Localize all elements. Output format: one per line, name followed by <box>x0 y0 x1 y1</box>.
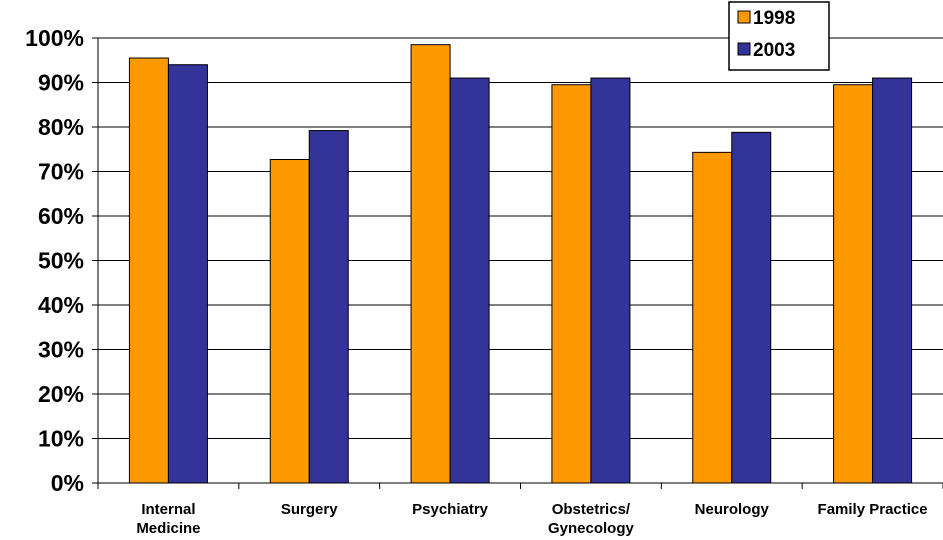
bar-2003-2 <box>449 77 490 484</box>
bar-1998-4 <box>692 151 733 484</box>
bar-2003-1 <box>308 130 349 484</box>
y-tick-label: 30% <box>38 337 84 363</box>
legend-label-1998: 1998 <box>753 8 795 29</box>
y-tick-labels: 0% 10% 20% 30% 40% 50% 60% 70% 80% 90% 100% <box>25 25 84 496</box>
x-tick-label: Medicine <box>136 520 200 537</box>
legend-label-2003: 2003 <box>753 40 795 61</box>
x-tick-label: Neurology <box>695 501 770 518</box>
x-tick-label: Family Practice <box>818 501 928 518</box>
bar-2003-5 <box>872 77 913 484</box>
y-tick-label: 20% <box>38 381 84 407</box>
y-tick-label: 10% <box>38 426 84 452</box>
x-tick-labels: Internal Medicine Surgery Psychiatry Obstetr… <box>136 501 927 537</box>
bars <box>128 44 913 484</box>
bar-2003-3 <box>590 77 631 484</box>
legend-swatch-2003 <box>737 42 751 56</box>
gridlines <box>98 37 943 439</box>
y-tick-label: 60% <box>38 203 84 229</box>
x-tick-label: Internal <box>141 501 195 518</box>
y-tick-label: 90% <box>38 70 84 96</box>
legend: 1998 2003 <box>728 1 830 71</box>
y-tick-label: 70% <box>38 159 84 185</box>
bar-1998-0 <box>128 57 169 484</box>
bar-1998-5 <box>833 84 874 484</box>
y-tick-label: 80% <box>38 114 84 140</box>
x-tick-label: Psychiatry <box>412 501 489 518</box>
y-tick-label: 50% <box>38 248 84 274</box>
x-tick-label: Gynecology <box>548 520 635 537</box>
x-tick-label: Obstetrics/ <box>552 501 631 518</box>
y-tick-label: 100% <box>25 25 84 51</box>
y-tick-label: 0% <box>51 470 84 496</box>
bar-1998-2 <box>410 44 451 484</box>
bar-2003-0 <box>167 64 208 484</box>
legend-swatch-1998 <box>737 10 751 24</box>
bar-1998-1 <box>269 158 310 484</box>
axes <box>92 37 943 489</box>
y-tick-label: 40% <box>38 292 84 318</box>
bar-1998-3 <box>551 84 592 484</box>
bar-2003-4 <box>731 131 772 484</box>
x-tick-label: Surgery <box>281 501 338 518</box>
